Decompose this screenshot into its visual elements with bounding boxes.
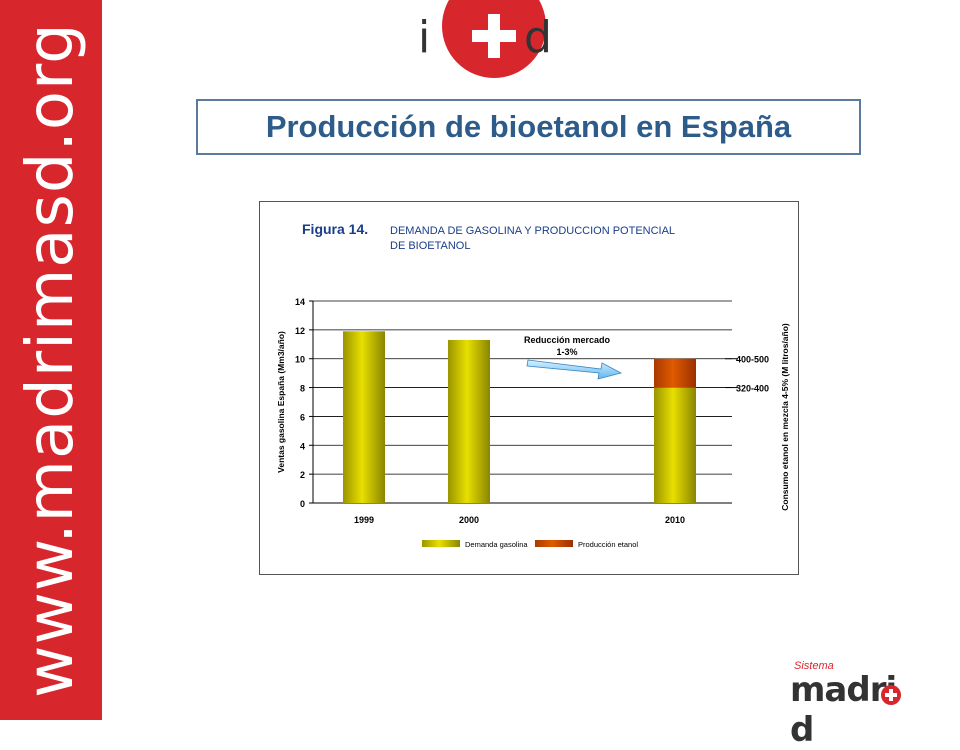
annotation-line1: Reducción mercado xyxy=(524,335,611,345)
ytick-label-4: 4 xyxy=(300,441,305,451)
top-logo: i d xyxy=(410,0,552,80)
logo-letter-i: i xyxy=(418,12,431,63)
bottom-logo: Sistema madrid xyxy=(790,660,930,750)
plus-circle-icon xyxy=(442,0,546,78)
ytick-label-0: 0 xyxy=(300,499,305,509)
bottom-logo-tail: d xyxy=(790,710,814,750)
ytick-label-6: 6 xyxy=(300,412,305,422)
chart-title-line1: DEMANDA DE GASOLINA Y PRODUCCION POTENCI… xyxy=(390,225,675,237)
bar-demanda-2010 xyxy=(654,387,696,503)
side-banner: www.madrimasd.org xyxy=(0,0,102,720)
xtick-label-2000: 2000 xyxy=(459,515,479,525)
chart-title-line2: DE BIOETANOL xyxy=(390,240,470,252)
ytick-label-12: 12 xyxy=(295,326,305,336)
ytick-label-8: 8 xyxy=(300,384,305,394)
y-axis-label: Ventas gasolina España (Mm3/año) xyxy=(276,331,286,473)
bottom-logo-small-text: Sistema xyxy=(794,660,834,672)
bar-demanda-2000 xyxy=(448,339,490,503)
annotation-line2: 1-3% xyxy=(556,347,577,357)
logo-letter-d: d xyxy=(524,12,552,63)
side-url-text: www.madrimasd.org xyxy=(14,22,88,698)
ytick-label-2: 2 xyxy=(300,470,305,480)
bottom-logo-main: madri xyxy=(790,670,897,710)
legend-label-demanda: Demanda gasolina xyxy=(465,540,528,549)
legend-label-produccion: Producción etanol xyxy=(578,540,638,549)
bar-demanda-1999 xyxy=(343,331,385,503)
ytick-label-10: 10 xyxy=(295,355,305,365)
legend-swatch-demanda xyxy=(422,540,460,547)
y2-axis-label: Consumo etanol en mezcla 4-5% (M litros/… xyxy=(780,323,790,511)
slide-title: Producción de bioetanol en España xyxy=(265,109,792,144)
plus-dot-icon xyxy=(881,685,901,705)
slide-title-box: Producción de bioetanol en España xyxy=(196,99,861,155)
bar-chart: Figura 14. DEMANDA DE GASOLINA Y PRODUCCI… xyxy=(276,221,790,549)
trend-arrow xyxy=(526,359,623,380)
xtick-label-2010: 2010 xyxy=(665,515,685,525)
chart-frame: Figura 14. DEMANDA DE GASOLINA Y PRODUCCI… xyxy=(259,201,799,575)
ytick-label-14: 14 xyxy=(295,297,305,307)
right-label-lower: 320-400 xyxy=(736,384,769,394)
xtick-label-1999: 1999 xyxy=(354,515,374,525)
chart-title-figure: Figura 14. xyxy=(302,221,368,237)
right-label-upper: 400-500 xyxy=(736,355,769,365)
bar-produccion-2010 xyxy=(654,358,696,388)
bottom-logo-word: madrid xyxy=(790,670,930,750)
legend-swatch-produccion xyxy=(535,540,573,547)
